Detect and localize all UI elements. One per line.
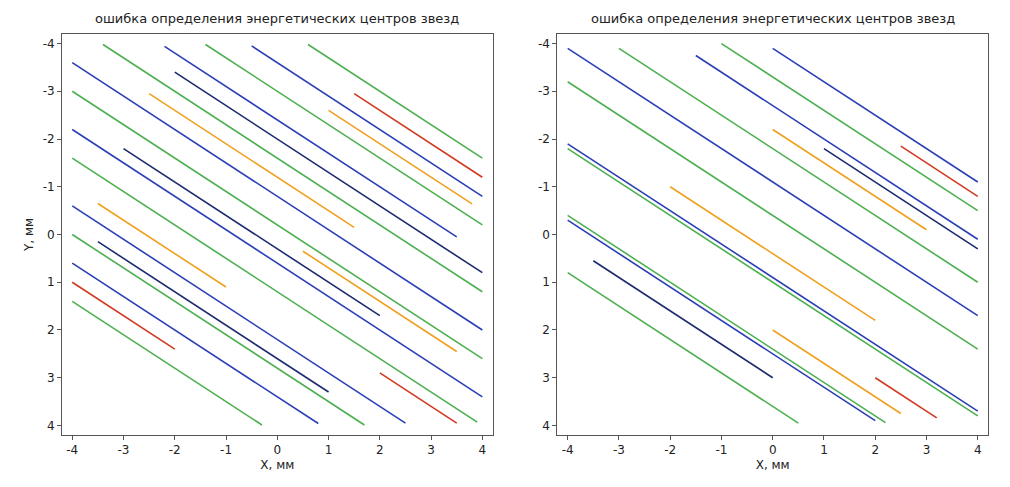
svg-text:3: 3 bbox=[542, 371, 550, 385]
svg-text:2: 2 bbox=[871, 443, 879, 457]
svg-text:ошибка определения энергетичес: ошибка определения энергетических центро… bbox=[591, 11, 955, 26]
svg-text:-2: -2 bbox=[169, 443, 181, 457]
svg-text:3: 3 bbox=[47, 371, 55, 385]
svg-text:1: 1 bbox=[47, 275, 55, 289]
svg-text:-4: -4 bbox=[66, 443, 78, 457]
svg-text:2: 2 bbox=[47, 323, 55, 337]
svg-text:-3: -3 bbox=[613, 443, 625, 457]
svg-text:-2: -2 bbox=[43, 132, 55, 146]
svg-text:2: 2 bbox=[542, 323, 550, 337]
svg-text:-4: -4 bbox=[538, 37, 550, 51]
svg-text:-2: -2 bbox=[538, 132, 550, 146]
svg-text:4: 4 bbox=[974, 443, 982, 457]
svg-text:ошибка определения энергетичес: ошибка определения энергетических центро… bbox=[95, 11, 459, 26]
svg-text:1: 1 bbox=[542, 275, 550, 289]
svg-text:0: 0 bbox=[769, 443, 777, 457]
svg-text:0: 0 bbox=[542, 228, 550, 242]
svg-text:-1: -1 bbox=[538, 180, 550, 194]
svg-text:-1: -1 bbox=[715, 443, 727, 457]
svg-text:X, мм: X, мм bbox=[260, 458, 294, 472]
svg-text:X, мм: X, мм bbox=[756, 458, 790, 472]
svg-text:0: 0 bbox=[273, 443, 281, 457]
svg-text:1: 1 bbox=[820, 443, 828, 457]
svg-text:-1: -1 bbox=[43, 180, 55, 194]
svg-text:-1: -1 bbox=[220, 443, 232, 457]
svg-text:3: 3 bbox=[923, 443, 931, 457]
svg-text:Y, мм: Y, мм bbox=[22, 218, 36, 252]
svg-text:4: 4 bbox=[47, 419, 55, 433]
svg-text:-4: -4 bbox=[562, 443, 574, 457]
svg-text:3: 3 bbox=[427, 443, 435, 457]
svg-text:-4: -4 bbox=[43, 37, 55, 51]
svg-text:4: 4 bbox=[542, 419, 550, 433]
svg-text:-2: -2 bbox=[664, 443, 676, 457]
svg-text:-3: -3 bbox=[118, 443, 130, 457]
svg-text:2: 2 bbox=[376, 443, 384, 457]
svg-text:1: 1 bbox=[325, 443, 333, 457]
svg-text:-3: -3 bbox=[43, 84, 55, 98]
svg-text:0: 0 bbox=[47, 228, 55, 242]
svg-text:-3: -3 bbox=[538, 84, 550, 98]
svg-text:4: 4 bbox=[479, 443, 487, 457]
